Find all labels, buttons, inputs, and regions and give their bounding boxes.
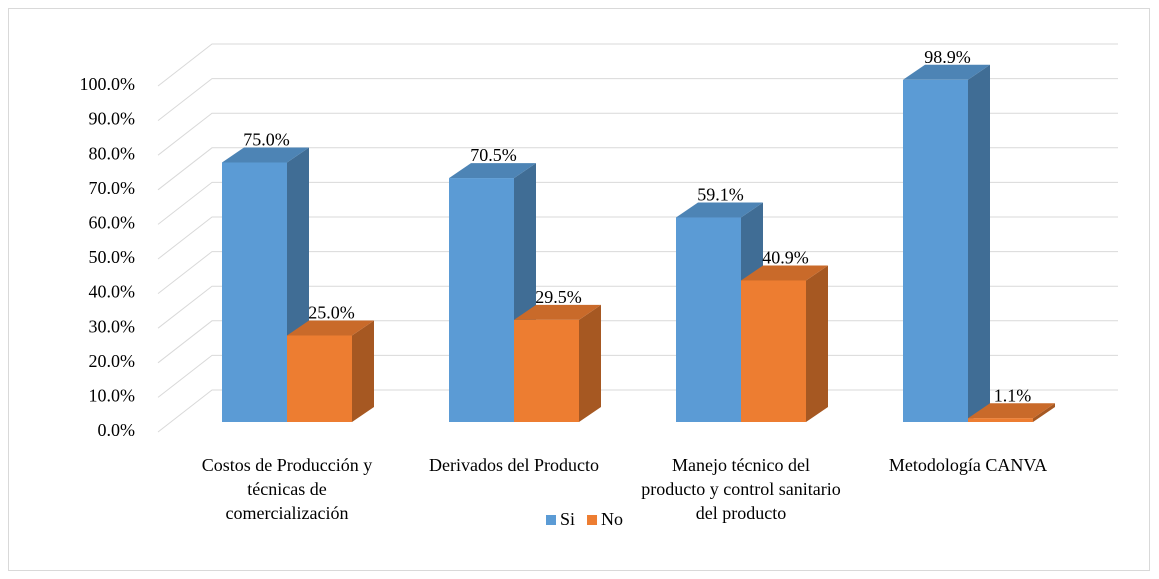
bar-top [968, 403, 1055, 419]
y-tick-label: 70.0% [89, 178, 136, 198]
y-tick-label: 0.0% [98, 420, 136, 440]
data-label: 29.5% [535, 287, 582, 307]
bar [903, 79, 968, 422]
bar [741, 280, 806, 422]
x-tick-label: Metodología CANVA [888, 455, 1048, 475]
y-tick-label: 60.0% [89, 213, 136, 233]
data-label: 98.9% [924, 47, 971, 67]
bar [287, 335, 352, 422]
grid-line [157, 43, 1118, 87]
grid-line [157, 147, 1118, 191]
bar [449, 178, 514, 422]
bar-side [968, 64, 990, 422]
grid-line [157, 78, 1118, 121]
bar-top [676, 202, 763, 218]
bar-top [741, 265, 828, 281]
data-label: 40.9% [762, 248, 809, 268]
data-label: 59.1% [697, 185, 744, 205]
grid-line [157, 251, 1118, 294]
bar [514, 319, 579, 422]
y-tick-label: 30.0% [89, 316, 136, 336]
legend-label: Si [560, 509, 575, 529]
y-tick-label: 90.0% [89, 109, 136, 129]
data-label: 25.0% [308, 303, 355, 323]
data-label: 70.5% [470, 145, 517, 165]
y-tick-label: 100.0% [80, 74, 136, 94]
data-label: 75.0% [243, 130, 290, 150]
x-tick-label: Derivados del Producto [429, 455, 599, 475]
bar [968, 418, 1033, 422]
legend-label: No [601, 509, 623, 529]
bar-side [352, 320, 374, 422]
bar-top [449, 163, 536, 179]
y-tick-label: 20.0% [89, 351, 136, 371]
bar-side [1033, 403, 1055, 422]
y-tick-label: 10.0% [89, 386, 136, 406]
data-label: 1.1% [994, 385, 1032, 405]
grid-line [157, 216, 1118, 260]
bar [676, 217, 741, 422]
bar-top [287, 320, 374, 336]
bar-top [514, 304, 601, 320]
legend-swatch [587, 515, 598, 525]
bar-top [903, 64, 990, 80]
bar [222, 162, 287, 422]
legend-swatch [546, 515, 556, 525]
y-tick-label: 40.0% [89, 282, 136, 302]
x-tick-label: Manejo técnico del producto y control sa… [641, 455, 841, 523]
y-tick-label: 50.0% [89, 247, 136, 267]
bar-side [806, 265, 828, 422]
x-tick-label: Costos de Producción y técnicas de comer… [201, 455, 373, 523]
grid-line [157, 112, 1118, 156]
y-tick-label: 80.0% [89, 143, 136, 163]
grid-line [157, 181, 1118, 225]
bar-top [222, 147, 309, 163]
bar-side [579, 304, 601, 422]
